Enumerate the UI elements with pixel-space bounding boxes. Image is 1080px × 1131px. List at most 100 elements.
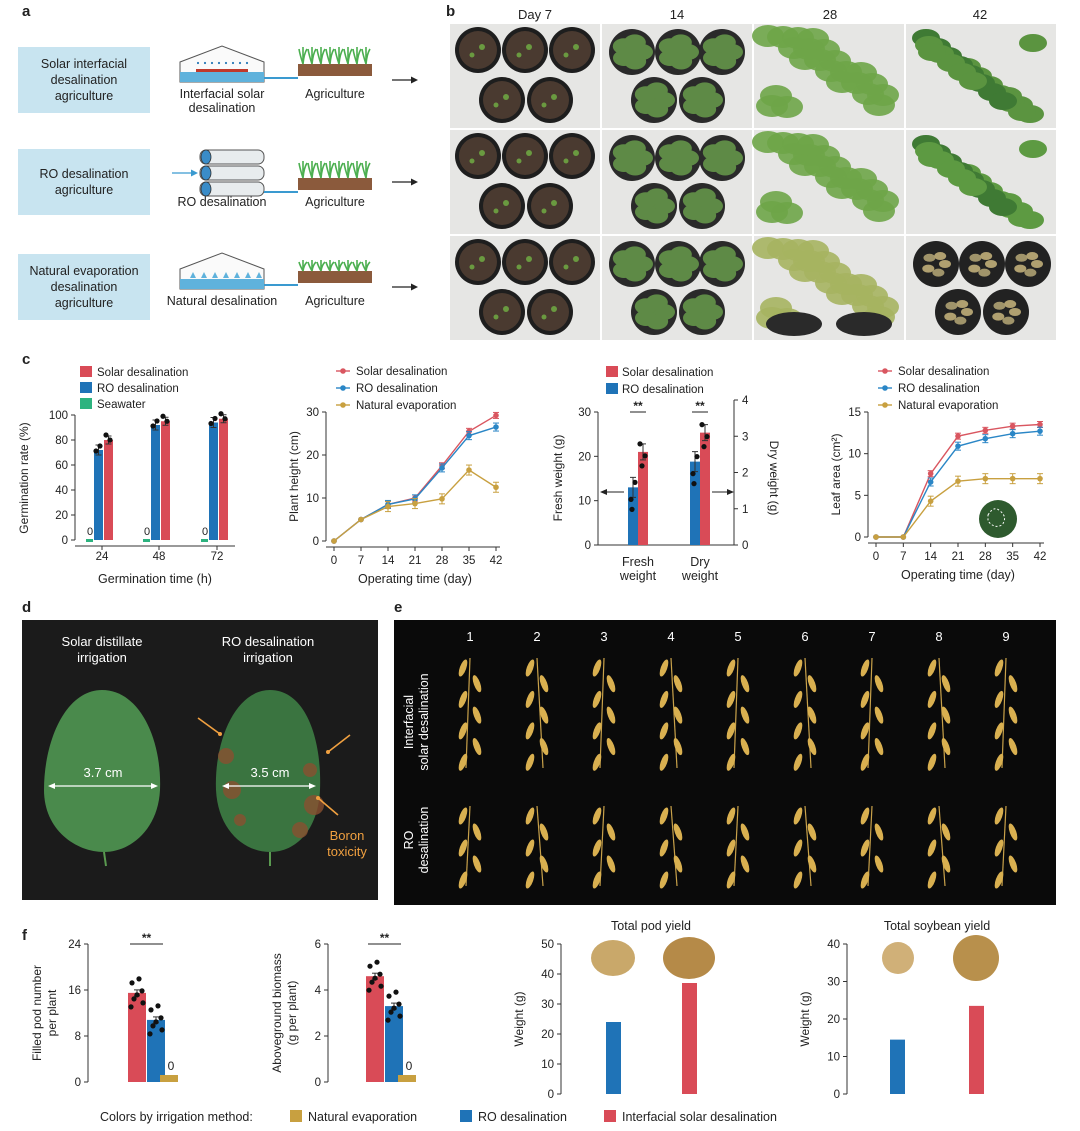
soybean-pod — [726, 659, 736, 677]
soybean-pod — [606, 738, 616, 756]
x-tick-label: 0 — [331, 555, 337, 567]
soybean-pod — [458, 722, 468, 740]
soybean-pod — [458, 690, 468, 708]
data-point — [128, 1004, 134, 1010]
vapor-droplet — [245, 61, 249, 65]
soybean-pod — [525, 753, 535, 771]
plant-photo — [450, 130, 600, 234]
arrow-head — [411, 76, 418, 84]
solar-evaporator — [196, 69, 248, 72]
panel-letter-a: a — [22, 3, 31, 20]
data-point — [97, 443, 103, 449]
plant-sprout — [316, 47, 326, 65]
data-point — [150, 423, 156, 429]
leaf — [959, 178, 987, 196]
x-tick-label: 21 — [952, 551, 965, 563]
leaf — [1008, 209, 1036, 227]
soil — [459, 243, 497, 281]
leaf — [918, 149, 946, 167]
chart-title: Total soybean yield — [884, 919, 990, 933]
data-point — [159, 1027, 165, 1033]
seedling — [541, 102, 547, 108]
soybean-pod — [994, 807, 1004, 825]
y-axis-title: Weight (g) — [798, 991, 812, 1046]
y-tick-label: 80 — [55, 435, 68, 447]
series-point — [1009, 475, 1016, 482]
zero-value-label: 0 — [168, 1059, 175, 1073]
wilted-leaf — [969, 253, 982, 262]
y-tick-label: 10 — [541, 1059, 554, 1071]
soybean-pod — [659, 659, 669, 677]
day-header: 42 — [973, 7, 987, 22]
leaf — [612, 155, 635, 172]
x-tick-label: 14 — [382, 555, 395, 567]
plant-number: 2 — [533, 629, 540, 644]
soil-bed — [298, 64, 372, 76]
leaf — [612, 49, 635, 66]
x-tick-label: 35 — [463, 555, 476, 567]
data-point — [385, 1017, 391, 1023]
series-point — [439, 496, 445, 502]
soybean-pod — [539, 855, 549, 873]
data-point — [377, 971, 383, 977]
y-axis-title: Plant height (cm) — [287, 431, 301, 522]
pod-stem — [599, 657, 605, 769]
soybean-pod — [860, 807, 870, 825]
vapor-droplet — [190, 272, 196, 278]
boron-damage-spot — [223, 781, 241, 799]
wilted-leaf — [993, 301, 1006, 310]
data-point — [164, 418, 170, 424]
series-point — [927, 498, 934, 504]
bar — [890, 1039, 905, 1094]
data-point — [366, 987, 372, 993]
wilted-leaf — [1002, 316, 1015, 325]
soil — [553, 31, 591, 69]
pod-pile-photo — [663, 937, 715, 979]
plant-photo — [906, 130, 1056, 234]
chart-total-soybean-yield: 0 10 20 30 40 Total soybean yield Weight (g) — [798, 919, 999, 1101]
data-point — [140, 1000, 146, 1006]
soybean-pod — [472, 706, 482, 724]
x-axis-title: Operating time (day) — [901, 568, 1015, 582]
leaf — [693, 82, 716, 99]
y-axis-title: (g per plant) — [285, 981, 299, 1046]
data-point — [129, 980, 135, 986]
soybean-pod — [1008, 855, 1018, 873]
x-tick-label: 28 — [436, 555, 449, 567]
x-tick-label: 24 — [96, 551, 109, 563]
panel-letter-f: f — [22, 927, 28, 944]
plant-number: 6 — [801, 629, 808, 644]
x-tick-label: 42 — [1034, 551, 1047, 563]
bar-solar — [700, 432, 710, 545]
data-point — [637, 441, 643, 447]
desalination-device — [179, 252, 298, 290]
soybean-pod — [726, 753, 736, 771]
legend-label: RO desalination — [97, 383, 179, 395]
wilted-leaf — [956, 300, 969, 309]
leaf — [845, 168, 877, 190]
data-point — [629, 506, 635, 512]
plant-pot — [766, 312, 822, 336]
y-tick-label: 2 — [742, 468, 748, 480]
y-tick-label: 0 — [834, 1089, 840, 1101]
data-point — [374, 959, 380, 965]
seedling — [516, 52, 522, 58]
y-tick-label: 16 — [68, 985, 81, 997]
wilted-leaf — [1015, 253, 1028, 262]
pod-stem — [804, 805, 812, 887]
leaf — [702, 155, 725, 172]
seedling — [503, 200, 509, 206]
seedling — [479, 150, 485, 156]
panel-letter-d: d — [22, 599, 31, 616]
toxicity-arrow — [197, 717, 221, 735]
soil — [553, 137, 591, 175]
soybean-pod — [1008, 738, 1018, 756]
plant-sprout — [298, 161, 308, 179]
data-point — [218, 411, 224, 417]
soybean-pod — [793, 659, 803, 677]
leaf — [634, 97, 657, 114]
legend-marker — [882, 385, 888, 391]
x-tick-label: 0 — [873, 551, 879, 563]
plant-photo — [602, 236, 752, 340]
